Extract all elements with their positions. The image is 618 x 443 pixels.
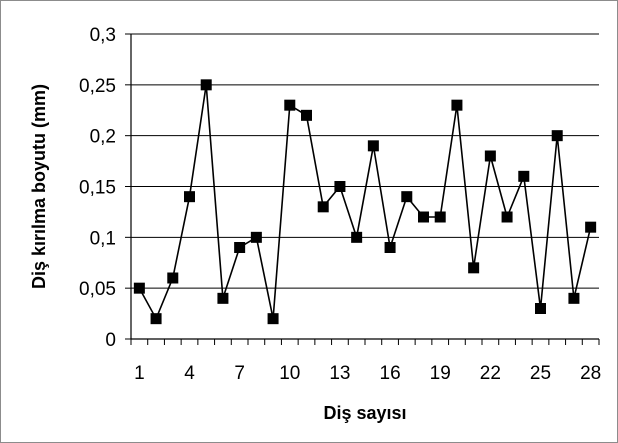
y-tick-label: 0,25 xyxy=(79,76,116,97)
y-tick-label: 0,15 xyxy=(79,178,116,199)
x-axis-title: Diş sayısı xyxy=(323,403,406,423)
x-tick-label: 22 xyxy=(480,363,501,384)
y-axis-title: Diş kırılma boyutu (mm) xyxy=(29,84,49,289)
series-line xyxy=(138,84,592,321)
data-point xyxy=(250,231,262,243)
data-point xyxy=(301,109,312,121)
y-tick-label: 0,1 xyxy=(90,228,116,249)
y-tick-label: 0 xyxy=(105,330,116,351)
x-tick-label: 1 xyxy=(134,363,145,384)
data-point xyxy=(284,99,296,111)
data-point xyxy=(267,313,279,325)
gridlines xyxy=(131,33,599,289)
x-tick-label: 25 xyxy=(530,363,551,384)
data-point xyxy=(418,211,429,223)
y-tick-label: 0,3 xyxy=(90,25,116,46)
data-point xyxy=(384,242,396,253)
x-tick-label: 7 xyxy=(234,363,245,384)
x-tick-label: 13 xyxy=(329,363,350,384)
data-point xyxy=(150,313,162,325)
data-point xyxy=(351,231,363,243)
data-point xyxy=(501,211,513,223)
y-tick-label: 0,05 xyxy=(79,279,116,300)
series-layer xyxy=(133,79,597,325)
data-point xyxy=(334,181,346,192)
data-point xyxy=(434,211,446,223)
data-point xyxy=(451,99,463,111)
data-point xyxy=(234,242,246,253)
data-point xyxy=(317,201,329,213)
data-point xyxy=(133,282,145,294)
data-point xyxy=(535,303,546,314)
tick-labels: 0 0,05 0,1 0,15 0,2 0,25 0,3 1 4 7 10 13 16 19 22 25 28 xyxy=(79,25,601,384)
data-point xyxy=(484,150,496,162)
data-point xyxy=(200,79,212,91)
axes xyxy=(125,33,600,345)
data-point xyxy=(167,272,179,284)
data-point xyxy=(401,191,413,203)
data-point xyxy=(217,292,229,304)
data-point xyxy=(468,262,480,274)
data-point xyxy=(568,292,580,304)
x-tick-label: 28 xyxy=(580,363,601,384)
data-point xyxy=(367,140,379,152)
data-point xyxy=(184,191,195,203)
data-point xyxy=(585,221,597,233)
y-tick-label: 0,2 xyxy=(90,127,116,148)
x-tick-label: 19 xyxy=(430,363,451,384)
data-point xyxy=(551,130,563,142)
x-tick-label: 10 xyxy=(279,363,300,384)
x-tick-label: 16 xyxy=(380,363,401,384)
data-point xyxy=(518,170,530,182)
x-tick-label: 4 xyxy=(184,363,195,384)
